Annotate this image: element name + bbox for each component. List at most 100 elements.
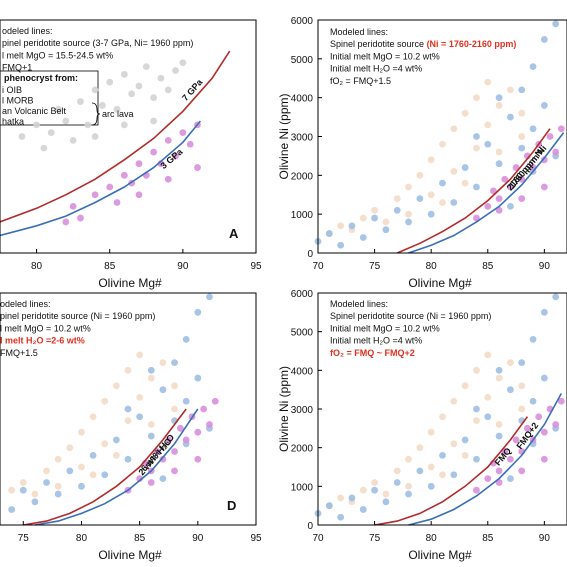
legend-bracket — [91, 102, 101, 126]
annotation: FMQ+1.5 — [0, 348, 38, 358]
data-point — [54, 490, 62, 498]
data-point — [540, 36, 548, 43]
data-point — [120, 171, 128, 179]
data-point — [164, 175, 172, 183]
data-point — [171, 359, 178, 366]
data-point — [507, 359, 514, 366]
data-point — [484, 394, 492, 401]
data-point — [91, 191, 99, 199]
data-point — [176, 424, 184, 432]
data-point — [484, 475, 492, 482]
data-point — [164, 86, 172, 94]
data-point — [89, 452, 97, 459]
data-point — [501, 175, 509, 183]
data-point — [124, 417, 132, 424]
data-point — [171, 467, 178, 475]
data-point — [382, 498, 390, 506]
data-point — [78, 463, 85, 471]
panel-label: A — [229, 226, 239, 241]
data-point — [47, 129, 55, 137]
data-point — [518, 86, 526, 94]
data-point — [371, 214, 378, 222]
annotation-part: (Ni = 1760-2160 ppm) — [427, 39, 517, 49]
data-point — [120, 70, 128, 78]
annotation-part: pinel peridotite source (3-7 GPa, Ni= 19… — [2, 38, 193, 48]
y-tick-label: 6000 — [291, 16, 314, 27]
model-curve — [408, 393, 563, 526]
data-point — [124, 455, 132, 463]
data-point — [31, 498, 39, 506]
x-tick-label: 80 — [76, 533, 88, 544]
data-point — [473, 183, 480, 191]
data-point — [62, 117, 70, 125]
annotation-part: l melt H₂O =2-6 wt% — [0, 336, 85, 346]
data-point — [43, 479, 50, 486]
data-point — [124, 366, 132, 374]
y-tick-label: 5000 — [291, 55, 314, 66]
annotation-part: l melt MgO = 15.5-24.5 wt% — [2, 50, 113, 60]
annotation-part: l melt MgO = 10.2 wt% — [0, 323, 91, 333]
x-tick-label: 75 — [18, 533, 30, 544]
data-point — [484, 413, 492, 421]
data-point — [112, 452, 120, 459]
data-point — [40, 144, 48, 152]
data-point — [172, 152, 179, 160]
data-point — [495, 160, 503, 168]
annotation-part: FMQ+1 — [2, 63, 32, 73]
data-point — [101, 440, 109, 448]
model-curve — [408, 132, 565, 254]
data-point — [484, 203, 492, 210]
data-point — [518, 109, 526, 117]
legend-title: phenocryst from: — [4, 73, 78, 83]
annotation: odeled lines: — [0, 299, 51, 309]
data-point — [325, 230, 333, 237]
data-point — [552, 20, 560, 28]
data-point — [473, 94, 480, 102]
annotation: odeled lines: — [2, 26, 53, 36]
data-point — [78, 482, 85, 490]
data-point — [136, 394, 144, 401]
data-point — [540, 455, 548, 463]
annotation: Initial melt MgO = 10.2 wt% — [330, 323, 440, 333]
data-point — [359, 214, 367, 222]
data-point — [495, 467, 503, 475]
data-point — [78, 428, 85, 436]
x-tick-label: 85 — [134, 533, 146, 544]
y-axis-title: Olivine Ni (ppm) — [277, 366, 291, 452]
data-point — [382, 226, 390, 234]
data-point — [393, 195, 401, 203]
annotation-part: FMQ+1.5 — [0, 348, 38, 358]
model-curve — [34, 408, 199, 526]
data-point — [473, 133, 480, 140]
annotation: Modeled lines: — [330, 27, 388, 37]
annotation: FMQ+1 — [2, 63, 32, 73]
data-point — [147, 421, 155, 428]
data-point — [495, 374, 503, 382]
data-point — [371, 206, 378, 214]
y-tick-label: 4000 — [291, 94, 314, 105]
data-point — [540, 428, 548, 436]
data-point — [112, 382, 120, 390]
annotation-part: Initial melt H₂O =4 wt% — [330, 64, 422, 74]
data-point — [106, 183, 114, 191]
data-point — [136, 475, 144, 482]
data-point — [77, 98, 84, 105]
data-point — [405, 210, 412, 218]
data-point — [19, 486, 27, 494]
data-point — [182, 397, 190, 405]
data-point — [62, 218, 70, 226]
data-point — [135, 160, 143, 168]
annotation: Spinel peridotite source (Ni = 1960 ppm) — [330, 311, 491, 321]
y-tick-label: 0 — [307, 249, 313, 260]
annotation: pinel peridotite source (3-7 GPa, Ni= 19… — [2, 38, 193, 48]
data-point — [546, 133, 554, 140]
x-tick-label: 75 — [369, 261, 381, 272]
data-point — [179, 129, 187, 137]
data-point — [484, 121, 492, 129]
data-point — [89, 413, 97, 421]
data-point — [19, 479, 27, 486]
data-point — [405, 490, 412, 498]
data-point — [495, 195, 503, 203]
data-point — [540, 183, 548, 191]
data-point — [512, 436, 520, 444]
